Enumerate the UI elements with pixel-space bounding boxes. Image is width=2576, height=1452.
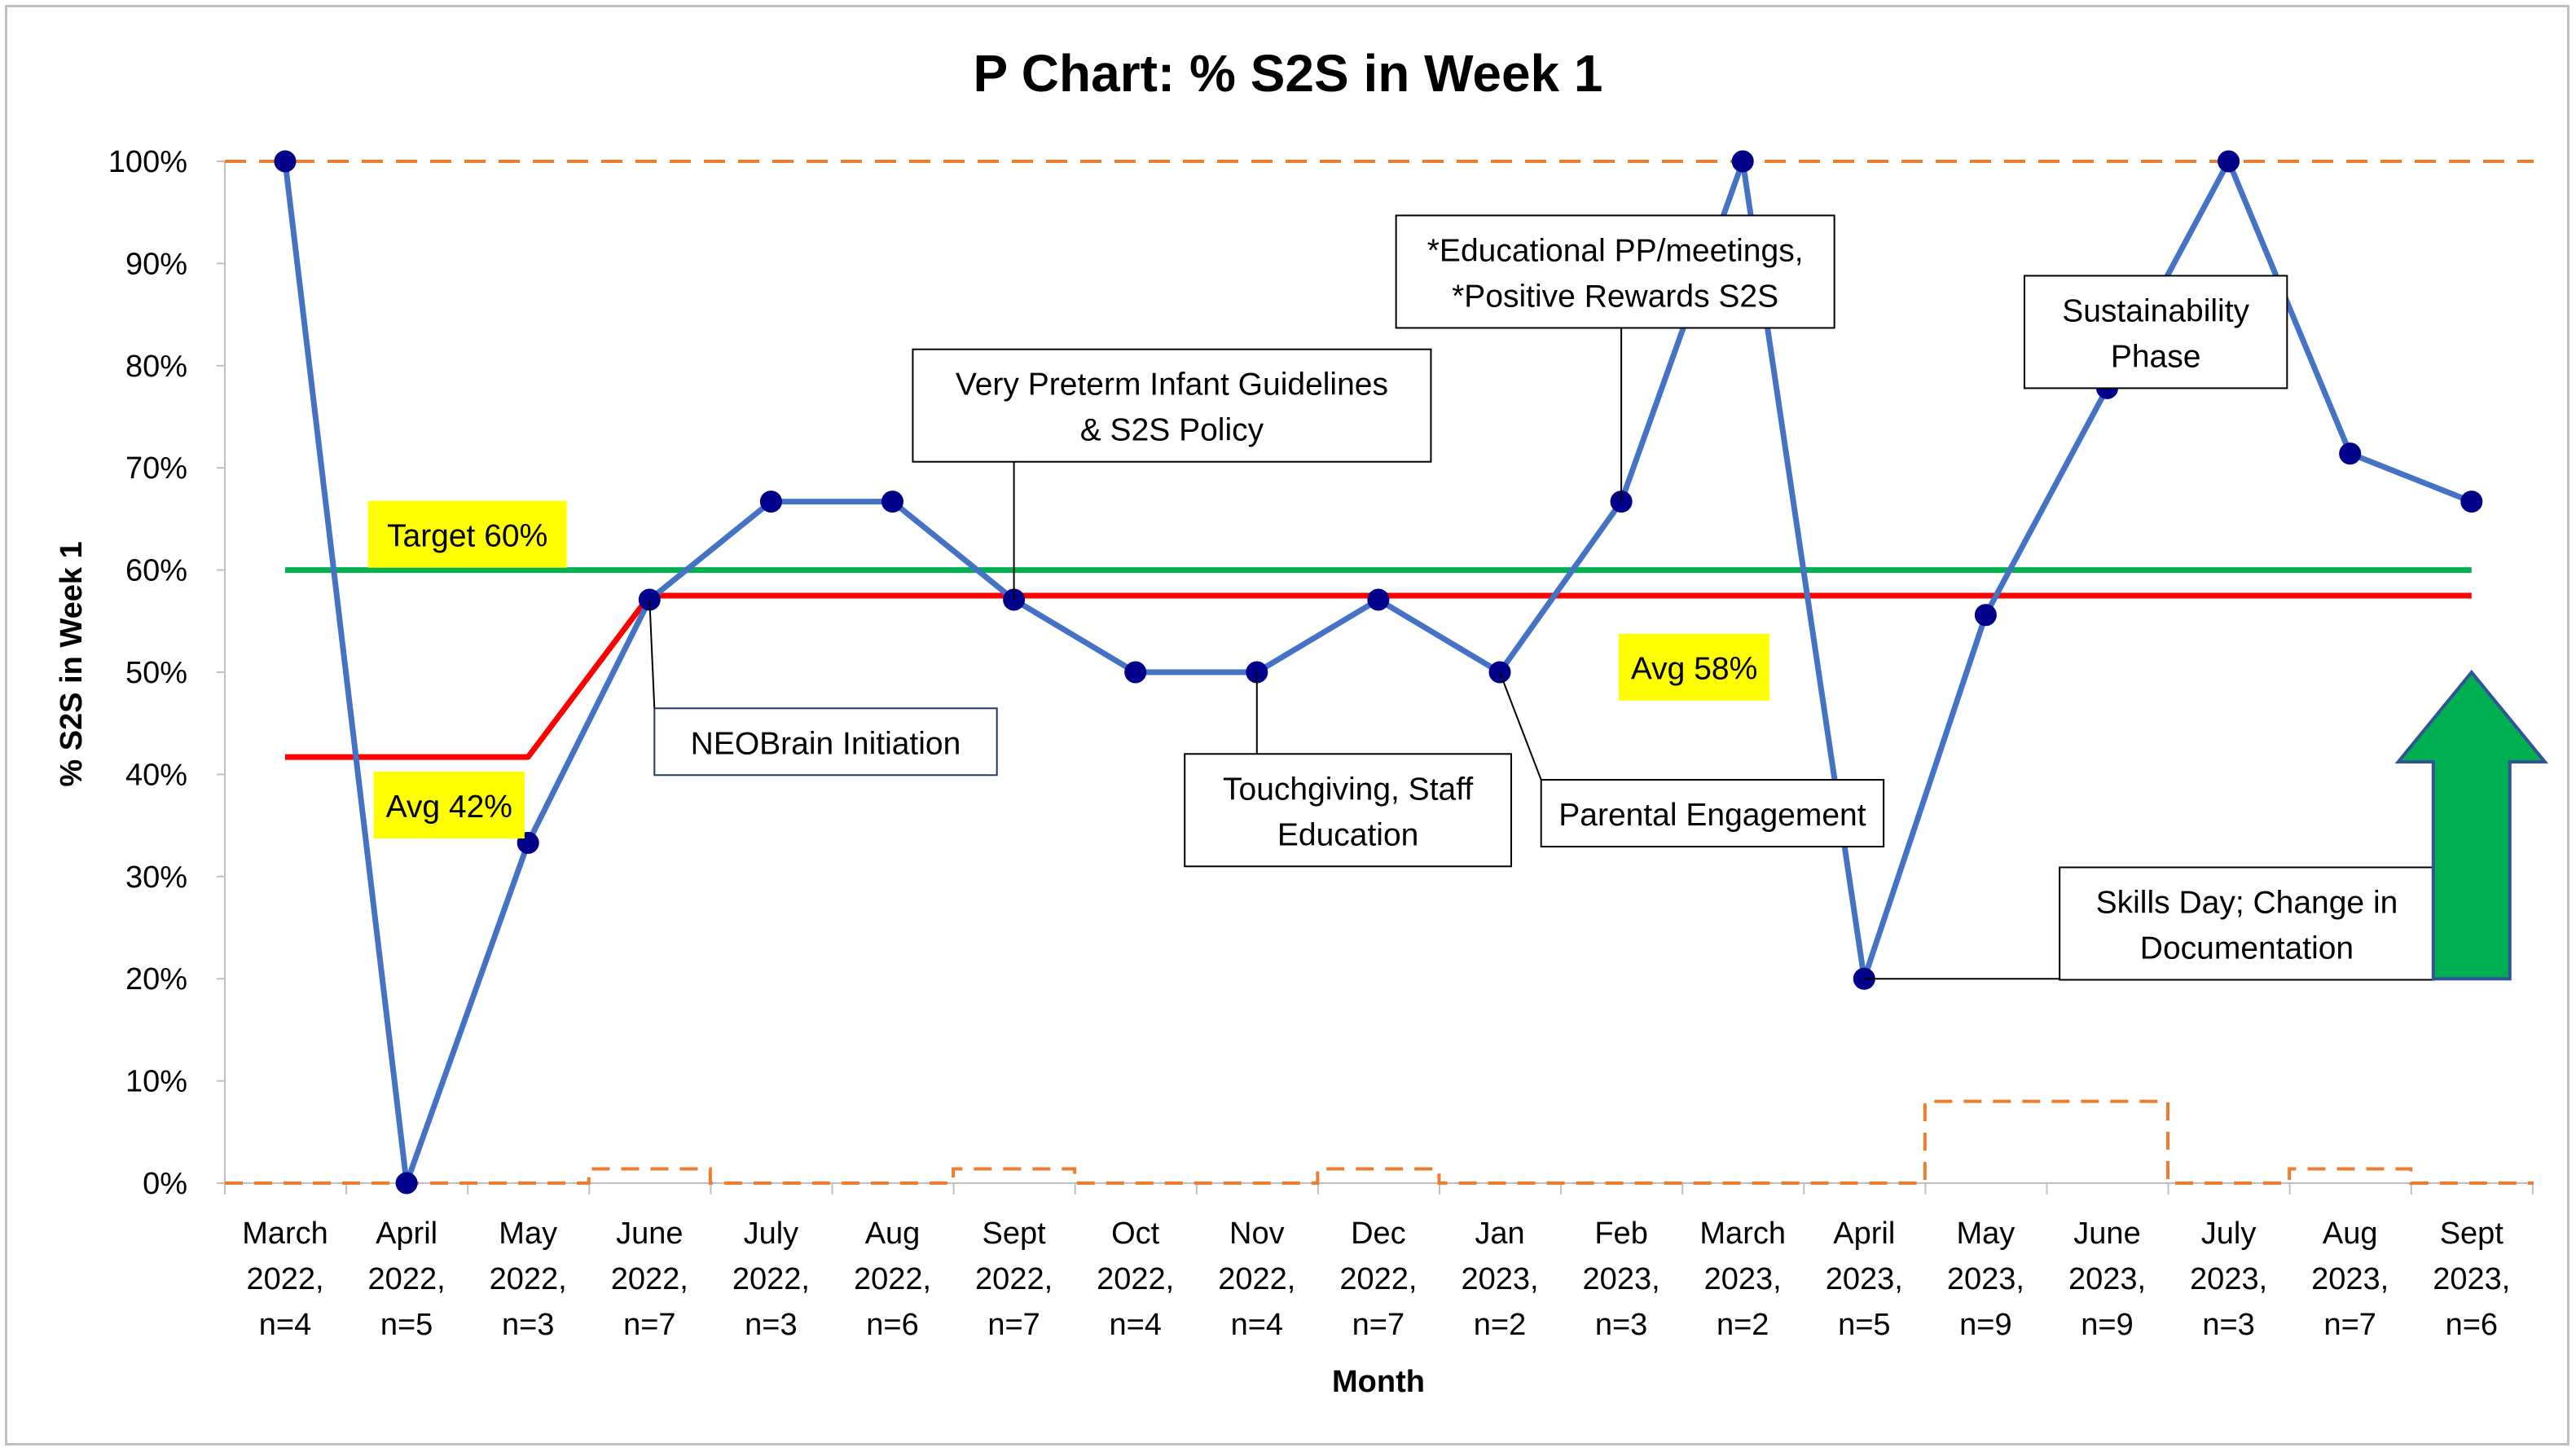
x-tick-label: April 2023, n=5 bbox=[1826, 1217, 1903, 1342]
x-tick-label: Dec 2022, n=7 bbox=[1339, 1217, 1417, 1342]
x-tick-label: Jan 2023, n=2 bbox=[1461, 1217, 1538, 1342]
data-point bbox=[2218, 150, 2240, 173]
callout-box bbox=[1184, 753, 1513, 868]
y-tick-label: 60% bbox=[125, 554, 187, 588]
up-arrow-icon bbox=[2394, 669, 2549, 981]
callout-label: Touchgiving, Staff Education bbox=[1223, 772, 1473, 852]
lower-control-limit bbox=[225, 1099, 2534, 1185]
x-tick-label: Sept 2022, n=7 bbox=[975, 1217, 1053, 1342]
x-tick-label: July 2022, n=3 bbox=[732, 1217, 810, 1342]
callout-label: *Educational PP/meetings, *Positive Rewar… bbox=[1427, 233, 1804, 314]
highlight-label-box bbox=[373, 772, 525, 839]
x-tick-label: April 2022, n=5 bbox=[368, 1217, 446, 1342]
x-tick-label: June 2022, n=7 bbox=[611, 1217, 688, 1342]
x-tick-label: March 2022, n=4 bbox=[242, 1217, 328, 1342]
x-tick-label: July 2023, n=3 bbox=[2190, 1217, 2267, 1342]
y-tick-label: 0% bbox=[143, 1167, 187, 1201]
callout-box bbox=[653, 707, 998, 777]
y-tick-label: 50% bbox=[125, 656, 187, 690]
x-tick-label: Aug 2023, n=7 bbox=[2311, 1217, 2389, 1342]
data-point bbox=[2339, 442, 2362, 465]
callout-leader bbox=[648, 599, 656, 709]
x-tick-label: Sept 2023, n=6 bbox=[2433, 1217, 2510, 1342]
highlight-label-box bbox=[367, 500, 567, 568]
data-point bbox=[881, 491, 903, 513]
data-point bbox=[759, 491, 782, 513]
y-tick-label: 20% bbox=[125, 962, 187, 997]
x-axis-title: Month bbox=[1332, 1365, 1425, 1399]
callout-box bbox=[2023, 275, 2288, 389]
y-tick-label: 40% bbox=[125, 758, 187, 792]
chart-frame bbox=[5, 5, 2569, 1445]
data-point bbox=[1731, 150, 1754, 173]
callout-label: Parental Engagement bbox=[1558, 798, 1866, 833]
y-tick-label: 70% bbox=[125, 451, 187, 486]
data-point bbox=[1367, 588, 1390, 611]
x-tick-label: Aug 2022, n=6 bbox=[854, 1217, 931, 1342]
highlight-label: Avg 42% bbox=[386, 790, 512, 825]
callout-leader bbox=[1499, 671, 1542, 781]
data-point bbox=[1974, 604, 1997, 627]
highlight-label: Avg 58% bbox=[1631, 652, 1757, 687]
callout-label: NEOBrain Initiation bbox=[691, 726, 961, 761]
data-point bbox=[2460, 491, 2483, 513]
callout-label: Very Preterm Infant Guidelines & S2S Poli… bbox=[956, 367, 1388, 448]
data-point bbox=[1124, 661, 1147, 684]
x-tick-label: June 2023, n=9 bbox=[2068, 1217, 2146, 1342]
x-tick-label: May 2023, n=9 bbox=[1947, 1217, 2024, 1342]
x-tick-label: March 2023, n=2 bbox=[1699, 1217, 1786, 1342]
data-point bbox=[395, 1172, 418, 1195]
callout-label: Skills Day; Change in Documentation bbox=[2096, 885, 2398, 966]
callout-box bbox=[1540, 779, 1885, 848]
x-tick-label: Oct 2022, n=4 bbox=[1097, 1217, 1174, 1342]
y-tick-label: 30% bbox=[125, 860, 187, 895]
data-point bbox=[274, 150, 297, 173]
x-tick-label: Feb 2023, n=3 bbox=[1583, 1217, 1660, 1342]
callout-box bbox=[1395, 214, 1835, 329]
highlight-label-box bbox=[1618, 633, 1770, 701]
y-tick-label: 10% bbox=[125, 1065, 187, 1099]
y-tick-label: 100% bbox=[108, 145, 187, 179]
y-axis-title: % S2S in Week 1 bbox=[55, 541, 89, 786]
callout-box bbox=[912, 348, 1432, 463]
y-tick-label: 80% bbox=[125, 350, 187, 384]
callout-label: Sustainability Phase bbox=[2062, 293, 2249, 374]
x-tick-label: Nov 2022, n=4 bbox=[1218, 1217, 1295, 1342]
y-tick-label: 90% bbox=[125, 247, 187, 281]
x-tick-label: May 2022, n=3 bbox=[490, 1217, 567, 1342]
highlight-label: Target 60% bbox=[387, 519, 547, 554]
chart-title: P Chart: % S2S in Week 1 bbox=[973, 44, 1602, 103]
